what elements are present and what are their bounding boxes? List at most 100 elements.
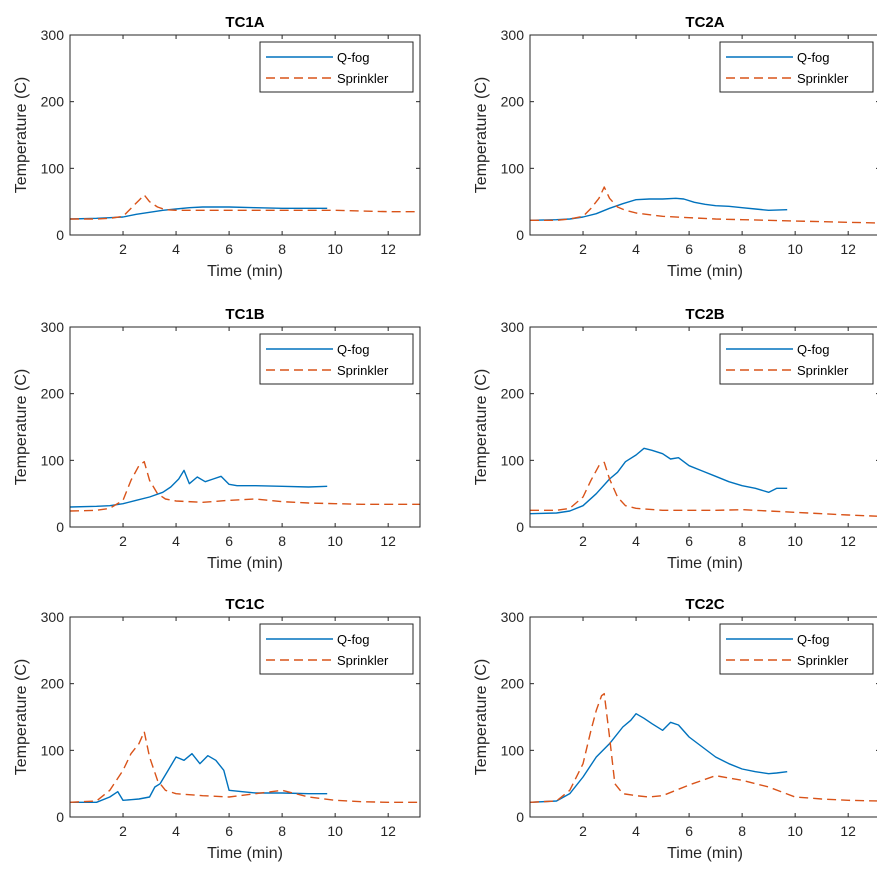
legend: Q-fog Sprinkler bbox=[719, 623, 874, 675]
legend-label-sprinkler: Sprinkler bbox=[337, 71, 389, 86]
y-tick-label: 300 bbox=[41, 319, 65, 335]
y-tick-label: 300 bbox=[501, 27, 525, 43]
y-tick-label: 200 bbox=[41, 94, 65, 110]
y-tick-label: 0 bbox=[516, 809, 524, 825]
x-axis-label: Time (min) bbox=[207, 263, 283, 280]
x-tick-label: 2 bbox=[119, 823, 127, 839]
x-tick-label: 2 bbox=[119, 241, 127, 257]
y-tick-label: 200 bbox=[41, 676, 65, 692]
series-line-sprinkler bbox=[70, 194, 420, 220]
x-tick-label: 6 bbox=[685, 533, 693, 549]
x-tick-label: 8 bbox=[738, 533, 746, 549]
y-tick-label: 100 bbox=[41, 742, 65, 758]
chart-panel-tc2b: 2 4 6 8 10 12 0 100 200 300 TC2B Time (min) Temperat… bbox=[473, 306, 877, 572]
x-axis-label: Time (min) bbox=[667, 263, 743, 280]
x-axis-label: Time (min) bbox=[207, 845, 283, 862]
x-tick-label: 2 bbox=[119, 533, 127, 549]
series-line-q-fog bbox=[70, 206, 328, 220]
legend-box bbox=[719, 623, 874, 675]
chart-panel-tc1c: 2 4 6 8 10 12 0 100 200 300 TC1C Time (min) Temperat… bbox=[13, 596, 421, 862]
legend-label-q-fog: Q-fog bbox=[337, 50, 370, 65]
legend: Q-fog Sprinkler bbox=[719, 41, 874, 93]
chart-title: TC1B bbox=[225, 306, 264, 323]
y-tick-label: 0 bbox=[56, 227, 64, 243]
x-tick-label: 8 bbox=[278, 533, 286, 549]
y-axis-label: Temperature (C) bbox=[473, 659, 490, 775]
legend: Q-fog Sprinkler bbox=[259, 623, 414, 675]
x-tick-label: 10 bbox=[327, 241, 343, 257]
chart-panel-tc2a: 2 4 6 8 10 12 0 100 200 300 TC2A Time (min) Temperat… bbox=[473, 14, 877, 280]
x-axis-label: Time (min) bbox=[207, 555, 283, 572]
legend: Q-fog Sprinkler bbox=[719, 333, 874, 385]
y-axis-label: Temperature (C) bbox=[13, 659, 30, 775]
axes-box bbox=[529, 326, 877, 528]
x-tick-label: 2 bbox=[579, 533, 587, 549]
x-tick-label: 8 bbox=[738, 823, 746, 839]
legend: Q-fog Sprinkler bbox=[259, 41, 414, 93]
y-tick-label: 100 bbox=[41, 160, 65, 176]
axes-box bbox=[529, 616, 877, 818]
x-axis-label: Time (min) bbox=[667, 845, 743, 862]
chart-panel-tc1b: 2 4 6 8 10 12 0 100 200 300 TC1B Time (min) Temperat… bbox=[13, 306, 421, 572]
x-tick-label: 12 bbox=[840, 823, 856, 839]
y-tick-label: 200 bbox=[501, 676, 525, 692]
x-tick-label: 6 bbox=[685, 823, 693, 839]
x-tick-label: 2 bbox=[579, 241, 587, 257]
x-tick-label: 2 bbox=[579, 823, 587, 839]
axes-box bbox=[69, 326, 421, 528]
legend-box bbox=[719, 41, 874, 93]
chart-title: TC2C bbox=[685, 596, 724, 613]
y-tick-label: 300 bbox=[41, 27, 65, 43]
x-tick-label: 4 bbox=[172, 533, 180, 549]
y-tick-label: 100 bbox=[501, 160, 525, 176]
y-tick-label: 0 bbox=[56, 519, 64, 535]
series-line-q-fog bbox=[530, 197, 788, 222]
y-axis-label: Temperature (C) bbox=[13, 369, 30, 485]
series-line-sprinkler bbox=[530, 692, 877, 804]
x-tick-label: 4 bbox=[172, 823, 180, 839]
legend: Q-fog Sprinkler bbox=[259, 333, 414, 385]
y-tick-label: 0 bbox=[516, 519, 524, 535]
x-tick-label: 4 bbox=[632, 533, 640, 549]
legend-box bbox=[259, 333, 414, 385]
series-line-sprinkler bbox=[70, 730, 420, 804]
y-tick-label: 200 bbox=[501, 94, 525, 110]
y-axis-label: Temperature (C) bbox=[13, 77, 30, 193]
series-line-sprinkler bbox=[530, 186, 877, 224]
x-tick-label: 12 bbox=[380, 823, 396, 839]
x-tick-label: 8 bbox=[278, 823, 286, 839]
legend-label-q-fog: Q-fog bbox=[337, 342, 370, 357]
series-line-q-fog bbox=[530, 447, 788, 515]
x-tick-label: 10 bbox=[327, 533, 343, 549]
y-tick-label: 200 bbox=[501, 386, 525, 402]
legend-label-sprinkler: Sprinkler bbox=[797, 363, 849, 378]
legend-box bbox=[259, 623, 414, 675]
series-line-q-fog bbox=[70, 752, 328, 804]
x-tick-label: 12 bbox=[840, 533, 856, 549]
y-tick-label: 100 bbox=[41, 452, 65, 468]
legend-label-sprinkler: Sprinkler bbox=[337, 653, 389, 668]
y-tick-label: 100 bbox=[501, 452, 525, 468]
x-tick-label: 12 bbox=[840, 241, 856, 257]
x-tick-label: 10 bbox=[787, 241, 803, 257]
x-tick-label: 8 bbox=[278, 241, 286, 257]
legend-label-sprinkler: Sprinkler bbox=[797, 71, 849, 86]
x-tick-label: 10 bbox=[787, 533, 803, 549]
chart-title: TC1A bbox=[225, 14, 264, 31]
x-tick-label: 10 bbox=[787, 823, 803, 839]
legend-label-q-fog: Q-fog bbox=[337, 632, 370, 647]
series-line-sprinkler bbox=[70, 460, 420, 512]
legend-box bbox=[259, 41, 414, 93]
axes-box bbox=[69, 34, 421, 236]
chart-title: TC1C bbox=[225, 596, 264, 613]
series-line-sprinkler bbox=[530, 461, 877, 517]
series-line-q-fog bbox=[530, 712, 788, 804]
series-line-q-fog bbox=[70, 469, 328, 508]
x-tick-label: 6 bbox=[685, 241, 693, 257]
legend-label-sprinkler: Sprinkler bbox=[337, 363, 389, 378]
x-tick-label: 4 bbox=[632, 823, 640, 839]
y-axis-label: Temperature (C) bbox=[473, 77, 490, 193]
x-tick-label: 12 bbox=[380, 241, 396, 257]
y-tick-label: 300 bbox=[501, 319, 525, 335]
